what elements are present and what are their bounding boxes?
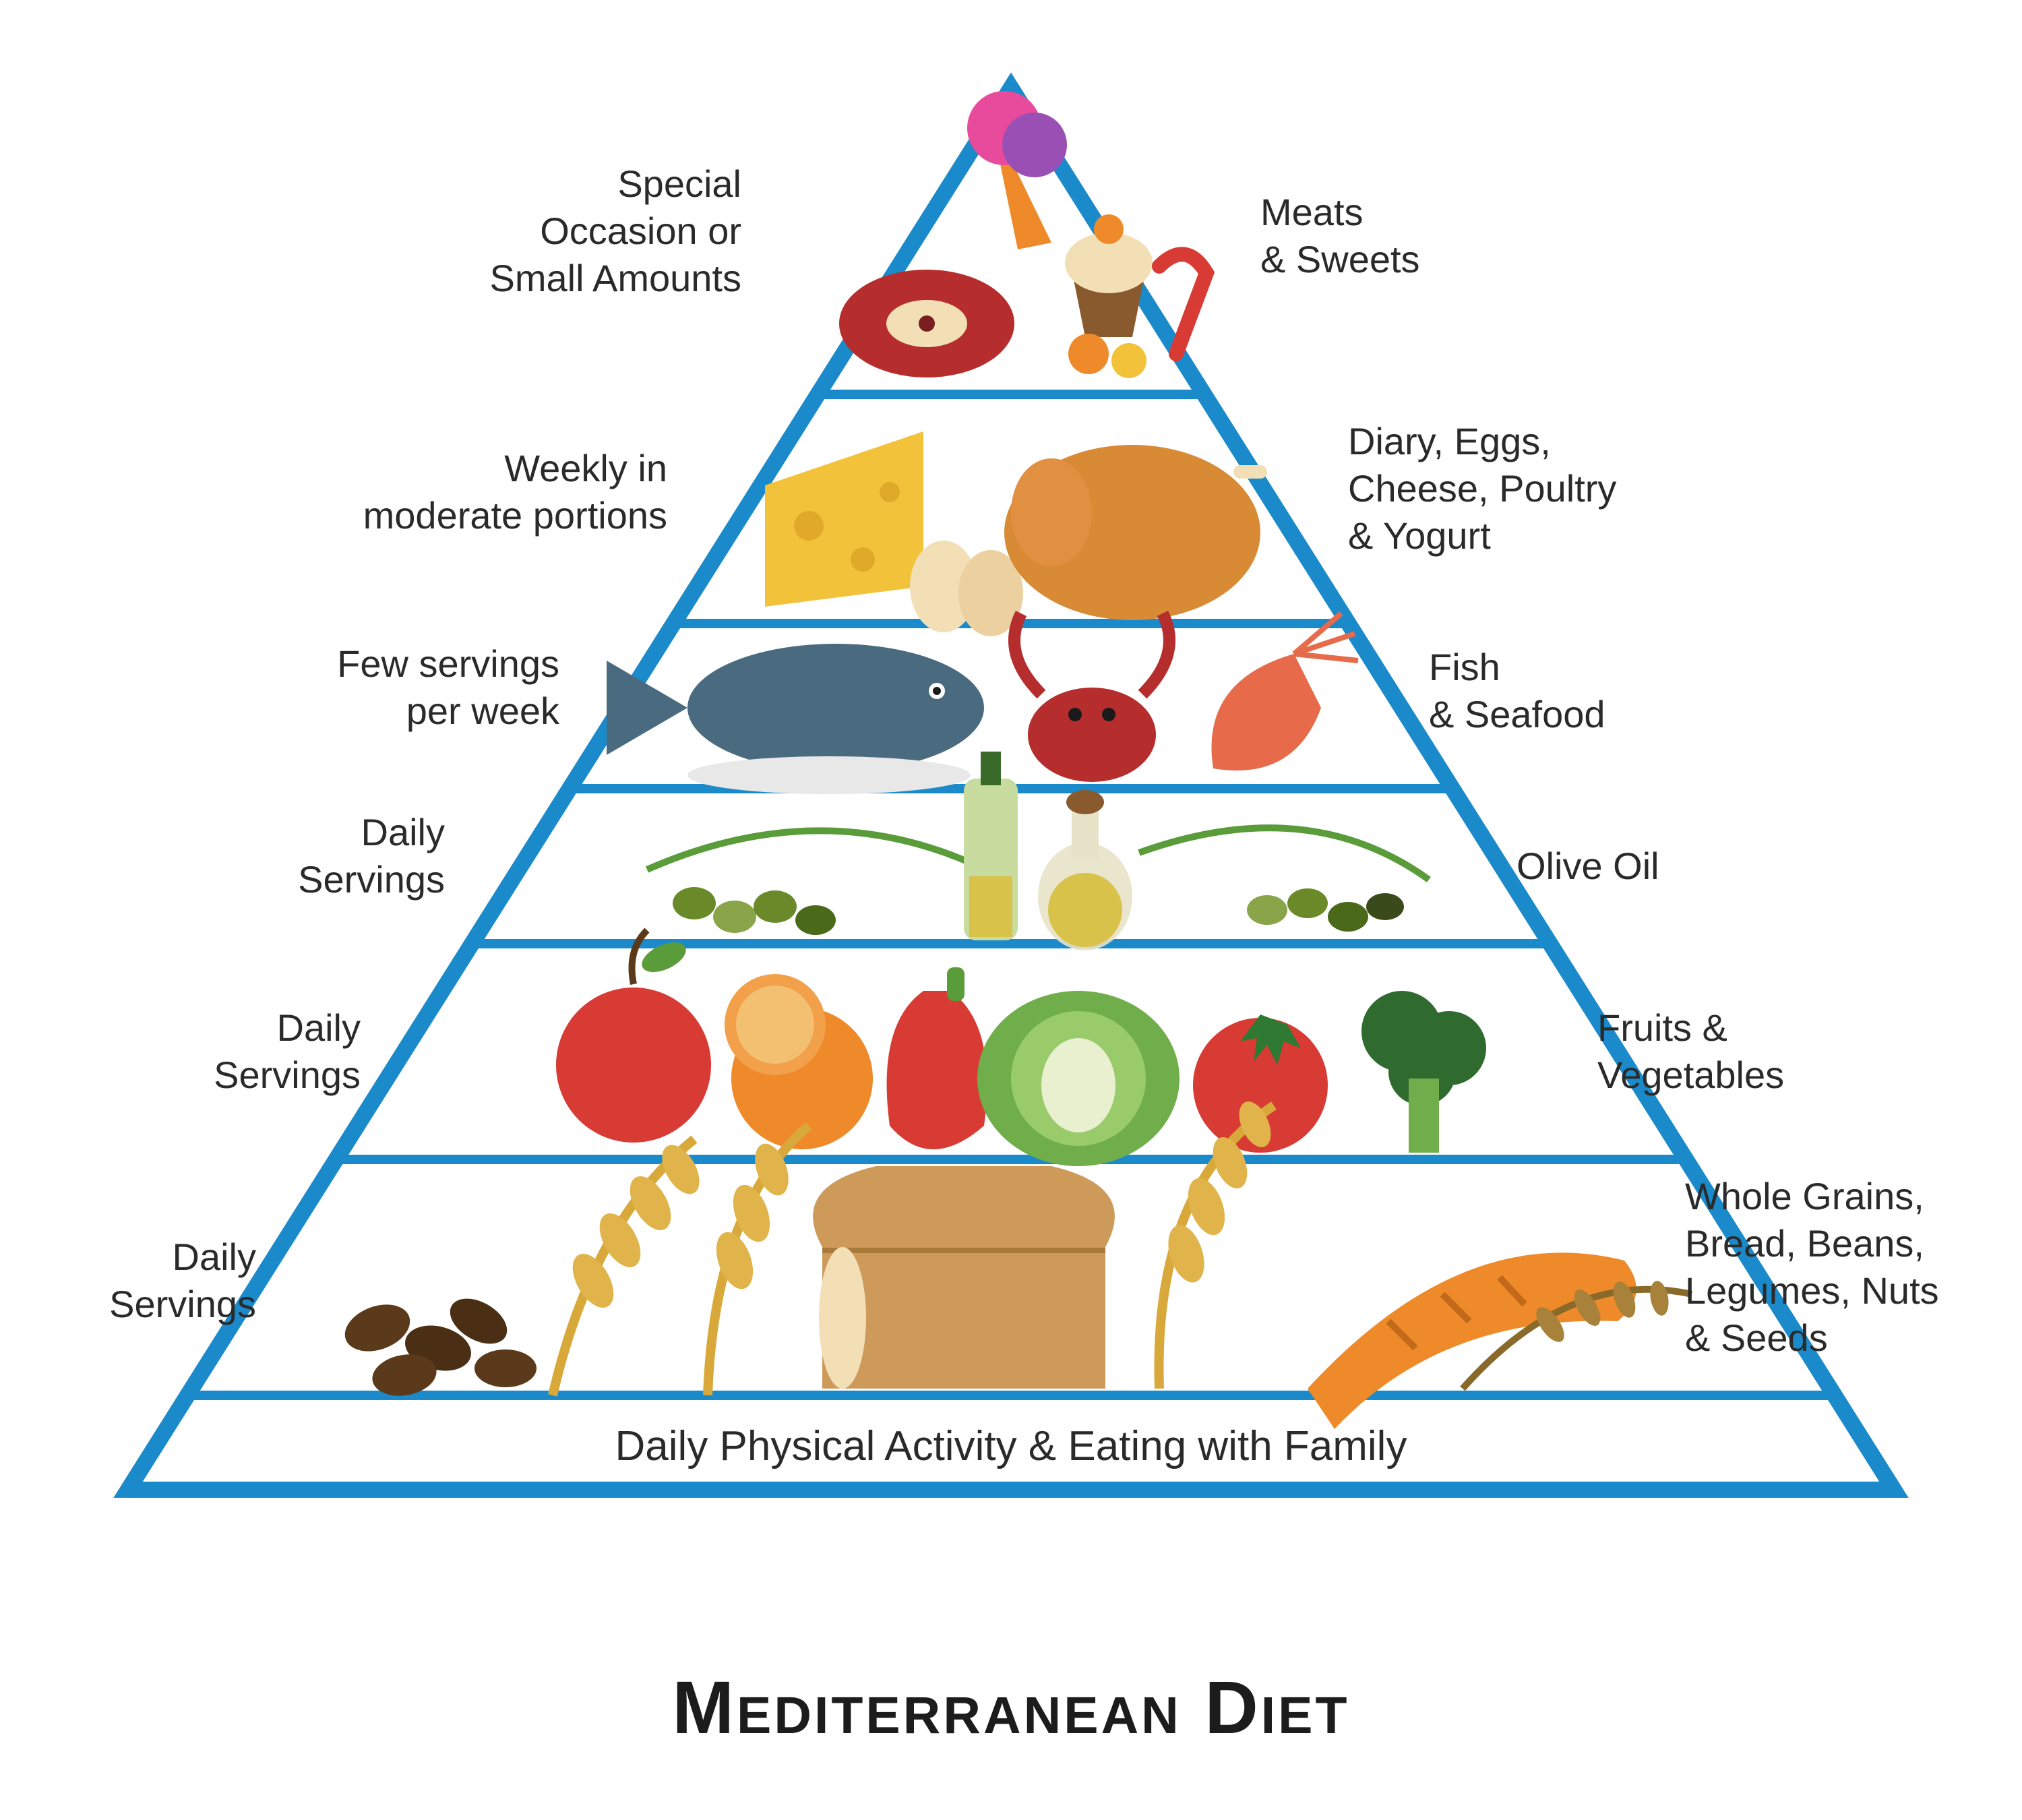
crab-icon <box>1014 613 1169 782</box>
broccoli-icon <box>1361 991 1486 1153</box>
ice-cream-icon <box>967 91 1067 249</box>
olive-oil-cruet-icon <box>1038 790 1132 950</box>
infographic-canvas: Special Occasion or Small Amounts Meats &… <box>0 0 2022 1820</box>
tier-1-right-label: Meats & Sweets <box>1260 189 1611 283</box>
lettuce-icon <box>977 991 1180 1166</box>
bread-loaf-icon <box>813 1166 1115 1389</box>
tier-2-left-label: Weekly in moderate portions <box>249 445 667 539</box>
coffee-beans-icon <box>338 1290 537 1401</box>
eggs-icon <box>910 541 1023 636</box>
steak-icon <box>839 270 1014 377</box>
tier-3-left-label: Few servings per week <box>182 640 559 735</box>
baguette-icon <box>1308 1252 1636 1429</box>
pyramid-base-text: Daily Physical Activity & Eating with Fa… <box>337 1422 1685 1470</box>
wheat-right-icon <box>1159 1097 1277 1389</box>
olives-left-icon <box>647 830 971 935</box>
olive-oil-bottle-icon <box>964 752 1018 940</box>
tier-1-left-label: Special Occasion or Small Amounts <box>377 160 741 302</box>
tier-6-left-label: Daily Servings <box>0 1234 256 1328</box>
infographic-title: Mediterranean Diet <box>337 1665 1685 1751</box>
tier-5-right-label: Fruits & Vegetables <box>1597 1004 1921 1099</box>
fish-icon <box>607 644 984 794</box>
chicken-icon <box>1004 445 1267 620</box>
food-icons-layer <box>0 0 2022 1820</box>
apple-icon <box>556 930 711 1143</box>
cupcake-icon <box>1065 214 1153 337</box>
cheese-icon <box>765 431 923 607</box>
wheat-left-icon <box>553 1126 809 1395</box>
tier-3-right-label: Fish & Seafood <box>1429 644 1779 738</box>
tier-6-right-label: Whole Grains, Bread, Beans, Legumes, Nut… <box>1685 1173 2022 1362</box>
olives-right-icon <box>1139 828 1429 932</box>
tier-2-right-label: Diary, Eggs, Cheese, Poultry & Yogurt <box>1348 418 1766 559</box>
shrimp-icon <box>1212 613 1359 770</box>
bell-pepper-icon <box>887 967 987 1149</box>
tier-4-left-label: Daily Servings <box>155 809 445 903</box>
tier-5-left-label: Daily Servings <box>78 1004 361 1099</box>
orange-icon <box>725 974 873 1149</box>
tier-4-right-label: Olive Oil <box>1516 843 1800 890</box>
